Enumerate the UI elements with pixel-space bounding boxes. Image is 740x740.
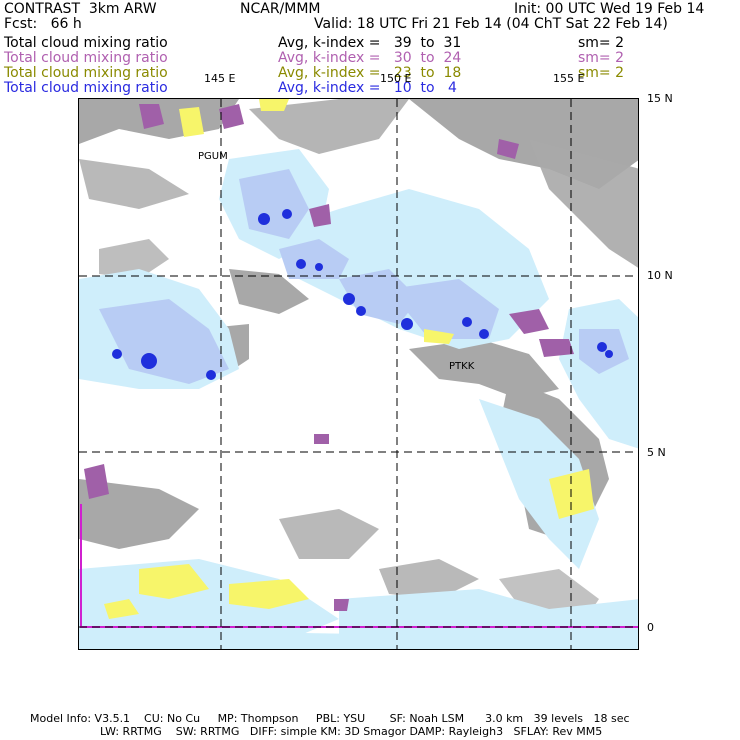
model-info-line1: Model Info: V3.5.1 CU: No Cu MP: Thompso… — [30, 712, 630, 725]
field-stat-1: Avg, k-index = 39 to 31 — [278, 35, 462, 51]
lat-label-5n: 5 N — [647, 446, 666, 459]
field-name-3: Total cloud mixing ratio — [4, 65, 168, 81]
lon-label-155e: 155 E — [553, 72, 585, 85]
map-panel — [78, 98, 639, 650]
field-name-4: Total cloud mixing ratio — [4, 80, 168, 96]
latlon-grid — [79, 99, 638, 649]
center-title: NCAR/MMM — [240, 1, 321, 17]
model-title: CONTRAST 3km ARW — [4, 1, 157, 17]
field-smooth-1: sm= 2 — [578, 35, 625, 51]
field-stat-3: Avg, k-index = 23 to 18 — [278, 65, 462, 81]
lon-label-145e: 145 E — [204, 72, 236, 85]
valid-time: Valid: 18 UTC Fri 21 Feb 14 (04 ChT Sat … — [314, 16, 668, 32]
lat-label-15n: 15 N — [647, 92, 673, 105]
yellow-cloud-layer — [104, 99, 594, 619]
forecast-hour: Fcst: 66 h — [4, 16, 82, 32]
map-canvas — [79, 99, 638, 649]
purple-cloud-layer — [84, 104, 574, 611]
station-pgum: PGUM — [198, 151, 228, 162]
field-name-1: Total cloud mixing ratio — [4, 35, 168, 51]
lat-label-equator: 0 — [647, 621, 654, 634]
field-smooth-3: sm= 2 — [578, 65, 625, 81]
deep-blue-core-layer — [112, 209, 613, 380]
lon-label-150e: 150 E — [380, 72, 412, 85]
field-smooth-2: sm= 2 — [578, 50, 625, 66]
lat-label-10n: 10 N — [647, 269, 673, 282]
model-info-line2: LW: RRTMG SW: RRTMG DIFF: simple KM: 3D … — [100, 725, 603, 738]
field-stat-4: Avg, k-index = 10 to 4 — [278, 80, 457, 96]
mid-blue-cloud-layer — [99, 169, 629, 384]
field-stat-2: Avg, k-index = 30 to 24 — [278, 50, 462, 66]
station-ptkk: PTKK — [449, 361, 475, 372]
field-name-2: Total cloud mixing ratio — [4, 50, 168, 66]
init-time: Init: 00 UTC Wed 19 Feb 14 — [514, 1, 705, 17]
